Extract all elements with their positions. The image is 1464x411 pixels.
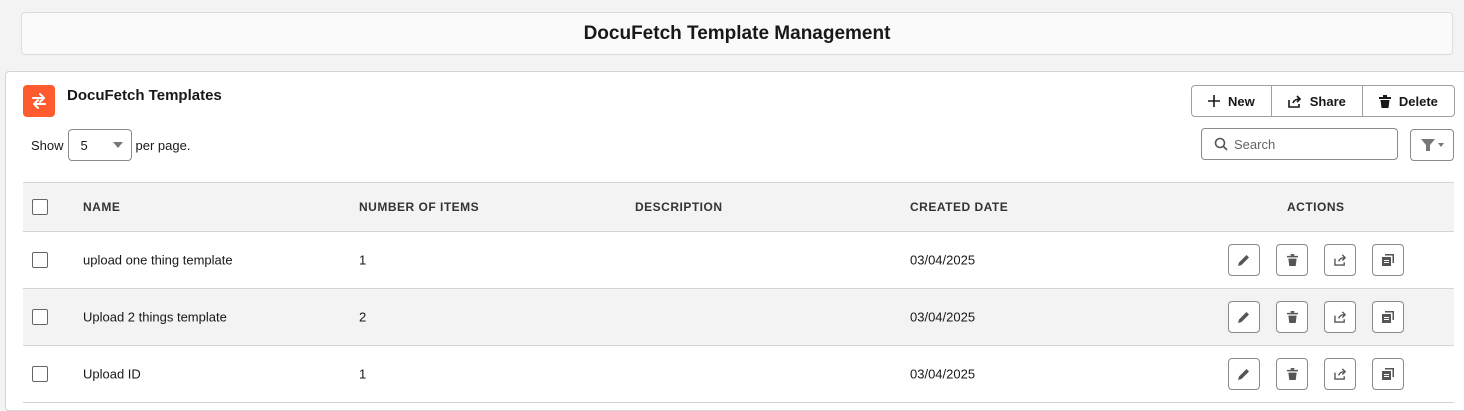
page-size-control: Show 5 per page. [31, 129, 190, 161]
search-placeholder: Search [1234, 136, 1276, 152]
delete-row-button[interactable] [1276, 358, 1308, 390]
row-checkbox[interactable] [32, 309, 48, 325]
edit-button[interactable] [1228, 358, 1260, 390]
templates-card: DocuFetch Templates New Share Delete Sho… [5, 71, 1464, 411]
template-name: upload one thing template [83, 252, 233, 268]
header-description[interactable]: DESCRIPTION [635, 200, 723, 214]
copy-icon [1382, 368, 1394, 380]
edit-button[interactable] [1228, 301, 1260, 333]
header-name[interactable]: NAME [83, 200, 121, 214]
template-name: Upload ID [83, 366, 141, 382]
copy-button[interactable] [1372, 301, 1404, 333]
share-label: Share [1309, 93, 1346, 109]
table-row: Upload 2 things template 2 03/04/2025 [23, 289, 1454, 346]
header-actions: ACTIONS [1287, 200, 1345, 214]
created-date: 03/04/2025 [910, 366, 976, 382]
pencil-icon [1238, 312, 1249, 323]
header-number-of-items[interactable]: NUMBER OF ITEMS [359, 200, 480, 214]
per-page-label: per page. [135, 137, 191, 153]
templates-table: NAME NUMBER OF ITEMS DESCRIPTION CREATED… [23, 182, 1454, 403]
new-label: New [1228, 93, 1255, 109]
search-icon [1214, 137, 1228, 151]
table-header-row: NAME NUMBER OF ITEMS DESCRIPTION CREATED… [23, 182, 1454, 232]
number-of-items: 1 [359, 366, 367, 382]
created-date: 03/04/2025 [910, 309, 976, 325]
delete-row-button[interactable] [1276, 301, 1308, 333]
filter-button[interactable] [1410, 129, 1454, 161]
share-row-button[interactable] [1324, 244, 1356, 276]
delete-button[interactable]: Delete [1363, 86, 1454, 116]
share-icon [1333, 368, 1346, 380]
number-of-items: 2 [359, 309, 367, 325]
share-row-button[interactable] [1324, 358, 1356, 390]
created-date: 03/04/2025 [910, 252, 976, 268]
plus-icon [1208, 95, 1220, 107]
page-title: DocuFetch Template Management [583, 22, 891, 44]
caret-down-icon [112, 142, 123, 148]
copy-icon [1382, 254, 1394, 266]
share-icon [1333, 311, 1346, 323]
toolbar-button-group: New Share Delete [1191, 85, 1455, 117]
number-of-items: 1 [359, 252, 367, 268]
new-button[interactable]: New [1192, 86, 1272, 116]
share-button[interactable]: Share [1272, 86, 1363, 116]
search-input[interactable]: Search [1201, 128, 1398, 160]
trash-icon [1286, 368, 1298, 380]
card-title: DocuFetch Templates [67, 87, 222, 104]
caret-down-icon [1437, 143, 1444, 147]
template-name: Upload 2 things template [83, 309, 227, 325]
select-all-checkbox[interactable] [32, 199, 48, 215]
swap-arrows-icon [23, 85, 55, 117]
delete-row-button[interactable] [1276, 244, 1308, 276]
page-size-select[interactable]: 5 [67, 129, 132, 161]
copy-icon [1382, 311, 1394, 323]
edit-button[interactable] [1228, 244, 1260, 276]
table-row: Upload ID 1 03/04/2025 [23, 346, 1454, 403]
pencil-icon [1238, 255, 1249, 266]
show-label: Show [31, 137, 64, 153]
table-row: upload one thing template 1 03/04/2025 [23, 232, 1454, 289]
trash-icon [1286, 254, 1298, 266]
delete-label: Delete [1398, 93, 1438, 109]
copy-button[interactable] [1372, 244, 1404, 276]
page-header: DocuFetch Template Management [21, 12, 1453, 55]
header-created-date[interactable]: CREATED DATE [910, 200, 1009, 214]
share-icon [1287, 94, 1301, 108]
row-checkbox[interactable] [32, 252, 48, 268]
copy-button[interactable] [1372, 358, 1404, 390]
page-size-value: 5 [80, 137, 88, 153]
pencil-icon [1238, 369, 1249, 380]
share-row-button[interactable] [1324, 301, 1356, 333]
filter-icon [1420, 139, 1435, 151]
row-checkbox[interactable] [32, 366, 48, 382]
trash-icon [1286, 311, 1298, 323]
share-icon [1333, 254, 1346, 266]
trash-icon [1378, 94, 1391, 108]
